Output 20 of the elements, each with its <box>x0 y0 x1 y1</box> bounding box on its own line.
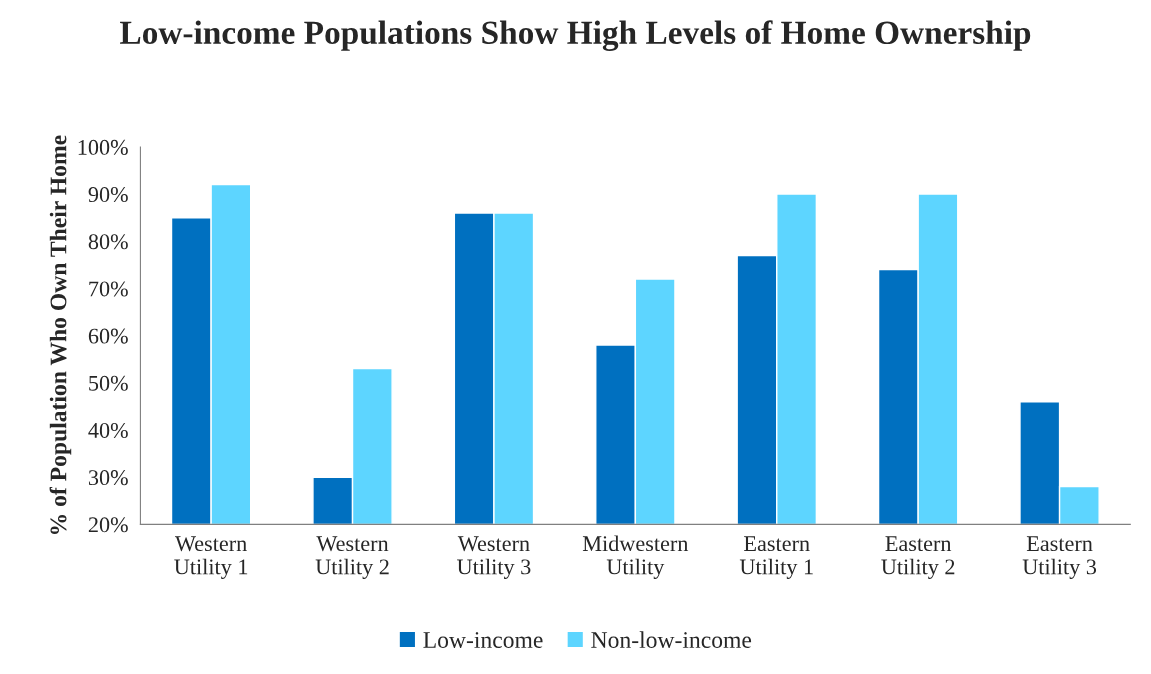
y-tick-label: 50% <box>89 375 128 391</box>
y-tick-label: 40% <box>88 422 128 439</box>
x-tick-label: Midwestern Utility <box>582 535 689 579</box>
chart-title: Low-income Populations Show High Levels of Home Ownership <box>120 20 1031 52</box>
x-tick-label: Western Utility 2 <box>315 536 389 579</box>
y-tick-label: 20% <box>88 517 128 533</box>
y-tick-label: 60% <box>88 328 128 344</box>
y-tick-label: 70% <box>89 281 128 297</box>
legend-label: Low-income <box>423 632 543 648</box>
x-tick-label: Eastern Utility 1 <box>739 536 813 579</box>
x-tick-label: Western Utility 1 <box>174 536 248 579</box>
y-tick-label: 100% <box>78 139 128 155</box>
x-tick-label: Western Utility 3 <box>457 536 531 579</box>
legend-label: Non-low-income <box>591 631 752 648</box>
x-tick-label: Eastern Utility 3 <box>1022 536 1097 579</box>
y-tick-label: 80% <box>88 234 128 250</box>
y-axis-title: % of Population Who Own Their Home <box>49 135 72 534</box>
y-tick-label: 90% <box>88 187 128 203</box>
x-tick-label: Eastern Utility 2 <box>881 536 955 579</box>
y-tick-label: 30% <box>88 470 128 486</box>
